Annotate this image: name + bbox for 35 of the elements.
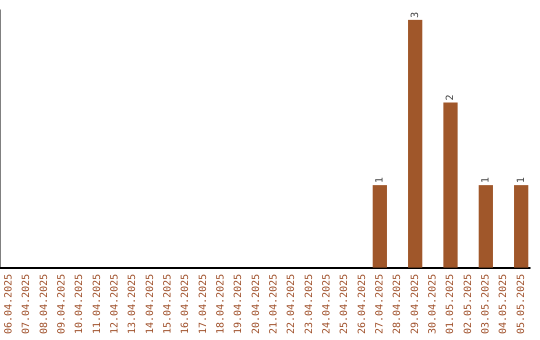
x-tick-label: 25.04.2025: [339, 274, 350, 334]
x-tick-label: 29.04.2025: [410, 274, 421, 334]
x-tick-label: 22.04.2025: [286, 274, 298, 334]
data-label: 1: [516, 177, 527, 184]
x-tick-label: 18.04.2025: [215, 274, 226, 334]
x-tick-label: 10.04.2025: [74, 274, 86, 334]
x-tick-label: 06.04.2025: [3, 274, 14, 334]
x-tick-label: 12.04.2025: [109, 274, 120, 334]
x-tick-label: 02.05.2025: [462, 274, 474, 334]
x-tick-label: 08.04.2025: [38, 274, 50, 334]
data-label: 3: [410, 12, 421, 18]
x-tick-label: 27.04.2025: [374, 274, 386, 334]
x-tick-label: 26.04.2025: [356, 274, 368, 334]
x-tick-label: 30.04.2025: [427, 274, 438, 334]
x-tick-label: 13.04.2025: [127, 274, 138, 334]
data-label: 2: [445, 94, 456, 101]
x-tick-label: 11.04.2025: [92, 274, 103, 334]
x-tick-label: 24.04.2025: [321, 274, 332, 334]
data-label: 1: [480, 177, 492, 184]
x-tick-label: 21.04.2025: [268, 274, 280, 334]
x-tick-label: 05.05.2025: [516, 274, 527, 334]
x-tick-label: 20.04.2025: [250, 274, 262, 334]
x-tick-label: 17.04.2025: [198, 274, 209, 334]
x-tick-label: 14.04.2025: [144, 274, 156, 334]
x-tick-label: 28.04.2025: [392, 274, 404, 334]
x-tick-label: 19.04.2025: [233, 274, 244, 334]
x-tick-label: 09.04.2025: [56, 274, 68, 334]
x-tick-label: 23.04.2025: [304, 274, 315, 334]
x-tick-label: 01.05.2025: [445, 274, 456, 334]
data-label: 1: [374, 177, 386, 184]
x-tick-label: 03.05.2025: [480, 274, 492, 334]
x-tick-label: 16.04.2025: [180, 274, 192, 334]
x-tick-label: 07.04.2025: [21, 274, 32, 334]
x-tick-label: 04.05.2025: [498, 274, 510, 334]
x-tick-label: 15.04.2025: [162, 274, 174, 334]
